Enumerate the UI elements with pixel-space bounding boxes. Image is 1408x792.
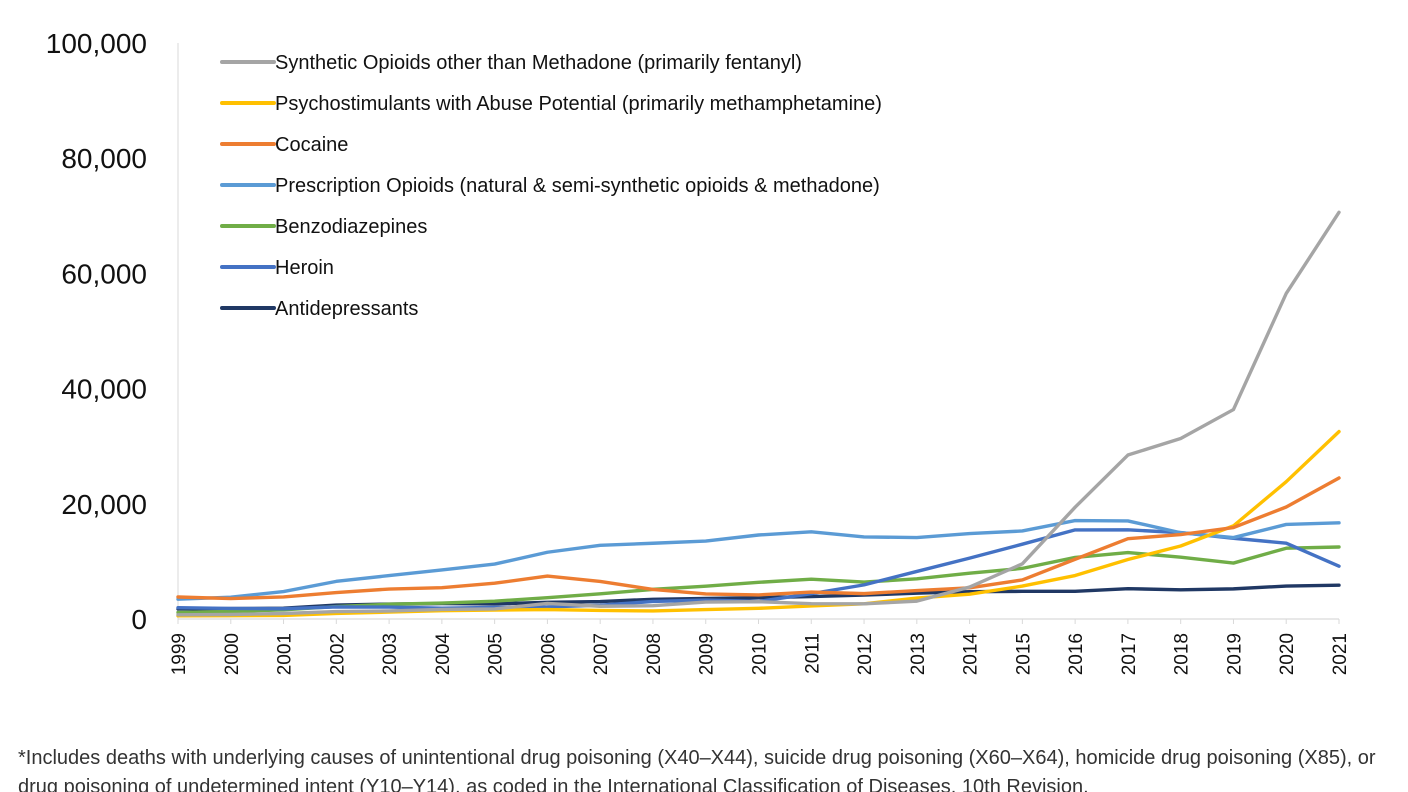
series-lines bbox=[176, 210, 1341, 618]
y-tick-label: 80,000 bbox=[61, 143, 147, 174]
x-tick-label: 2014 bbox=[961, 633, 982, 676]
legend-label: Antidepressants bbox=[275, 298, 418, 320]
footnote-line-2: poisoning (X85), or drug poisoning of un… bbox=[18, 747, 1376, 792]
x-tick-label: 2015 bbox=[1013, 633, 1034, 675]
x-tick-label: 2018 bbox=[1172, 633, 1193, 675]
x-tick-label: 2008 bbox=[644, 633, 665, 675]
y-tick-label: 20,000 bbox=[61, 489, 147, 520]
legend-label: Prescription Opioids (natural & semi-syn… bbox=[275, 175, 880, 197]
y-tick-label: 100,000 bbox=[46, 28, 147, 59]
x-tick-label: 2012 bbox=[855, 633, 876, 675]
x-axis: 1999 2000 2001 2002 2003 2004 2005 2006 2007 2008… bbox=[169, 618, 1351, 676]
x-tick-label: 2019 bbox=[1224, 633, 1245, 675]
x-tick-label: 2020 bbox=[1277, 633, 1298, 675]
legend-label: Benzodiazepines bbox=[275, 216, 427, 238]
series-line-prescription-opioids-natural-semi-synthetic-opioids-methadone bbox=[176, 518, 1341, 601]
x-tick-label: 2007 bbox=[591, 633, 612, 675]
series-line-synthetic-opioids-other-than-methadone-primarily-fentanyl bbox=[176, 210, 1341, 617]
x-tick-label: 2009 bbox=[697, 633, 718, 675]
y-tick-label: 0 bbox=[131, 604, 147, 635]
x-tick-label: 2017 bbox=[1119, 633, 1140, 675]
x-tick-label: 2010 bbox=[750, 633, 771, 675]
x-tick-label: 2002 bbox=[327, 633, 348, 675]
series-line-cocaine bbox=[176, 476, 1341, 601]
line-chart: 0 20,000 40,000 60,000 80,000 100,000 1999 200… bbox=[46, 28, 1351, 676]
footnote-line-1: *Includes deaths with underlying causes … bbox=[18, 747, 1201, 769]
y-tick-label: 40,000 bbox=[61, 374, 147, 405]
x-tick-label: 2005 bbox=[486, 633, 507, 675]
y-axis: 0 20,000 40,000 60,000 80,000 100,000 bbox=[46, 28, 179, 635]
x-tick-label: 2011 bbox=[802, 633, 823, 674]
x-tick-label: 2006 bbox=[538, 633, 559, 675]
legend-label: Cocaine bbox=[275, 134, 348, 156]
y-tick-label: 60,000 bbox=[61, 258, 147, 289]
legend-label: Heroin bbox=[275, 257, 334, 279]
legend: Synthetic Opioids other than Methadone (… bbox=[220, 52, 882, 320]
x-tick-label: 2016 bbox=[1066, 633, 1087, 675]
footnote: *Includes deaths with underlying causes … bbox=[18, 744, 1398, 792]
legend-label: Synthetic Opioids other than Methadone (… bbox=[275, 52, 802, 74]
x-tick-label: 2001 bbox=[275, 633, 296, 675]
legend-label: Psychostimulants with Abuse Potential (p… bbox=[275, 93, 882, 115]
x-tick-label: 2000 bbox=[222, 633, 243, 675]
x-tick-label: 2013 bbox=[908, 633, 929, 675]
x-tick-label: 2021 bbox=[1330, 633, 1351, 675]
x-tick-label: 2003 bbox=[380, 633, 401, 675]
x-tick-label: 1999 bbox=[169, 633, 190, 675]
x-tick-label: 2004 bbox=[433, 633, 454, 676]
